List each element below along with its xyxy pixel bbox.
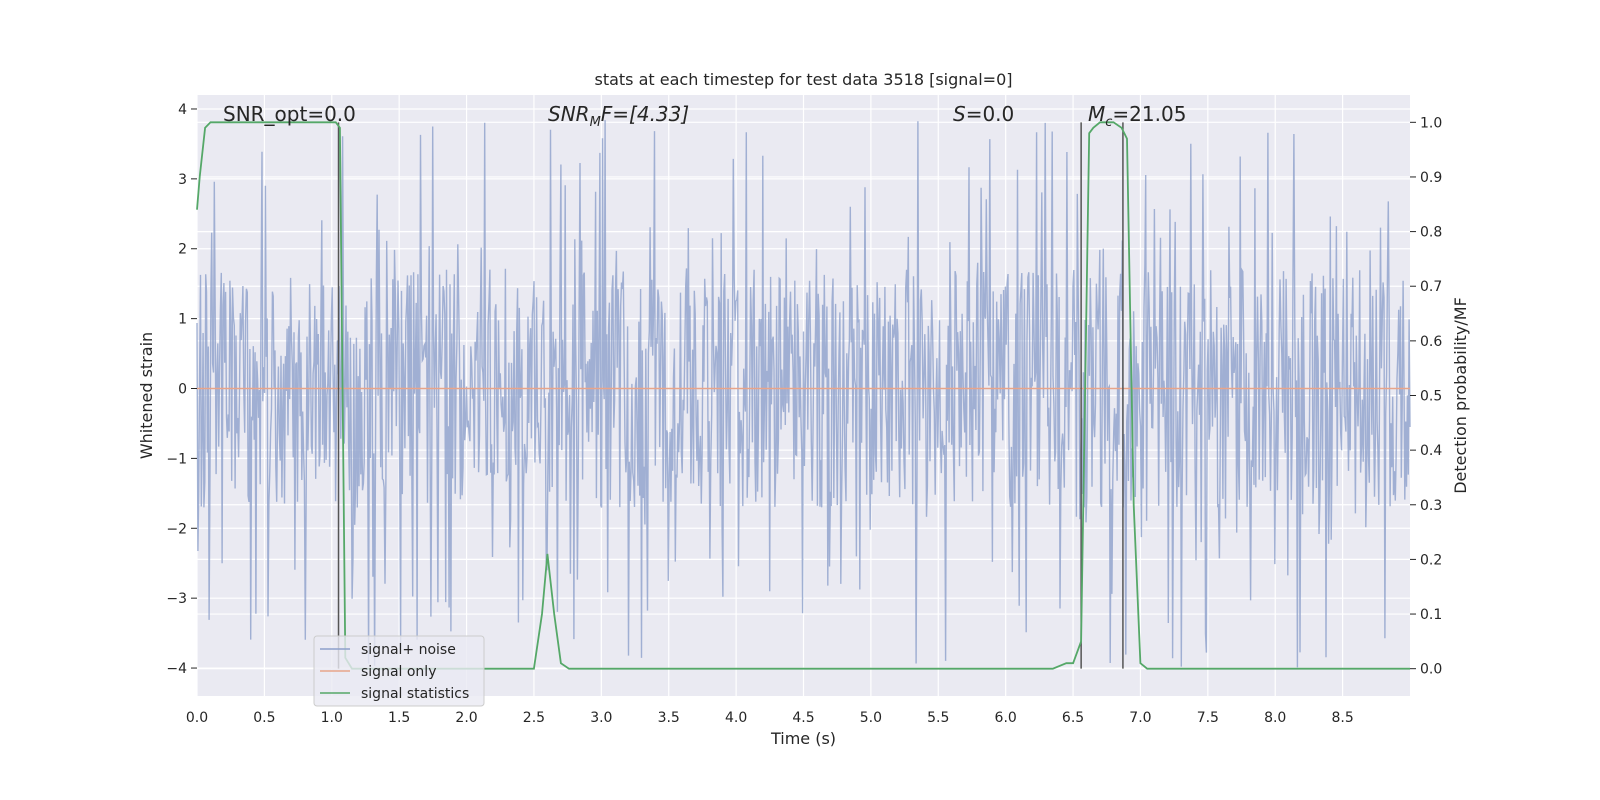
s-rest: =0.0 [966, 102, 1015, 126]
y-tick-label: −1 [166, 451, 187, 467]
snr-mf-main: SNR [548, 102, 590, 126]
x-tick-label: 1.0 [321, 710, 343, 726]
snr-mf-rest: F=[4.33] [601, 102, 689, 126]
y-tick-label: 2 [178, 242, 187, 258]
mc-rest: =21.05 [1112, 102, 1186, 126]
y-right-tick-label: 0.7 [1420, 279, 1442, 295]
legend-item-signal-noise: signal+ noise [320, 642, 456, 658]
y-tick-label: −2 [166, 521, 187, 537]
x-tick-label: 8.5 [1331, 710, 1353, 726]
y-tick-label: 0 [178, 382, 187, 398]
y-right-tick-label: 0.4 [1420, 443, 1442, 459]
strain-series [196, 120, 1411, 668]
snr-mf-annotation: SNRMF=[4.33] [548, 102, 689, 130]
legend-label-signal-statistics: signal statistics [361, 686, 469, 702]
y-right-tick-label: 0.5 [1420, 389, 1442, 405]
x-tick-label: 1.5 [388, 710, 410, 726]
x-axis-label: Time (s) [770, 729, 836, 748]
y-right-tick-label: 0.2 [1420, 552, 1442, 568]
snr-mf-subscript: M [590, 115, 601, 130]
mc-annotation: Mc=21.05 [1088, 102, 1186, 130]
axis-ticks: 0.0 0.5 1.0 1.5 2.0 2.5 3.0 3.5 4.0 4.5 5.0 5.5 6.0 6… [166, 102, 1442, 726]
snr-opt-annotation: SNR_opt=0.0 [223, 102, 356, 126]
x-tick-label: 4.0 [725, 710, 747, 726]
legend-box [313, 635, 485, 707]
legend: signal+ noise signal only signal statist… [313, 635, 485, 707]
y-right-tick-label: 1.0 [1420, 115, 1442, 131]
y-right-tick-label: 0.8 [1420, 225, 1442, 241]
legend-label-signal-noise: signal+ noise [361, 642, 456, 658]
y-tick-label: −4 [166, 661, 187, 677]
x-tick-label: 5.5 [927, 710, 949, 726]
legend-item-signal-only: signal only [320, 664, 436, 680]
x-tick-label: 6.0 [995, 710, 1017, 726]
x-tick-label: 2.0 [455, 710, 477, 726]
x-tick-label: 8.0 [1264, 710, 1286, 726]
s-annotation: S=0.0 [953, 102, 1014, 126]
signal-statistics-series [196, 121, 1410, 670]
x-tick-label: 6.5 [1062, 710, 1084, 726]
y-axis-label: Whitened strain [137, 332, 156, 459]
x-tick-label: 0.5 [253, 710, 275, 726]
y-right-tick-label: 0.9 [1420, 170, 1442, 186]
y-right-axis-label: Detection probability/MF [1451, 297, 1470, 494]
y-right-tick-label: 0.0 [1420, 662, 1442, 678]
x-tick-label: 3.0 [590, 710, 612, 726]
x-tick-label: 2.5 [523, 710, 545, 726]
legend-item-signal-statistics: signal statistics [320, 686, 469, 702]
mc-main: M [1088, 102, 1105, 126]
x-tick-label: 7.0 [1129, 710, 1151, 726]
x-tick-label: 4.5 [792, 710, 814, 726]
chart-title: stats at each timestep for test data 351… [594, 70, 1012, 89]
s-main: S [953, 102, 966, 126]
x-tick-label: 3.5 [658, 710, 680, 726]
y-tick-label: 1 [178, 312, 187, 328]
x-tick-label: 7.5 [1197, 710, 1219, 726]
y-tick-label: 3 [178, 172, 187, 188]
y-tick-label: −3 [166, 591, 187, 607]
signal-statistics-line [196, 121, 1410, 670]
vertical-markers [337, 122, 1124, 669]
strain-line [196, 120, 1411, 668]
x-tick-label: 0.0 [186, 710, 208, 726]
legend-label-signal-only: signal only [361, 664, 436, 680]
y-right-tick-label: 0.3 [1420, 498, 1442, 514]
y-right-tick-label: 0.6 [1420, 334, 1442, 350]
y-tick-label: 4 [178, 102, 187, 118]
mc-subscript: c [1105, 115, 1112, 130]
x-tick-label: 5.0 [860, 710, 882, 726]
y-right-tick-label: 0.1 [1420, 607, 1442, 623]
